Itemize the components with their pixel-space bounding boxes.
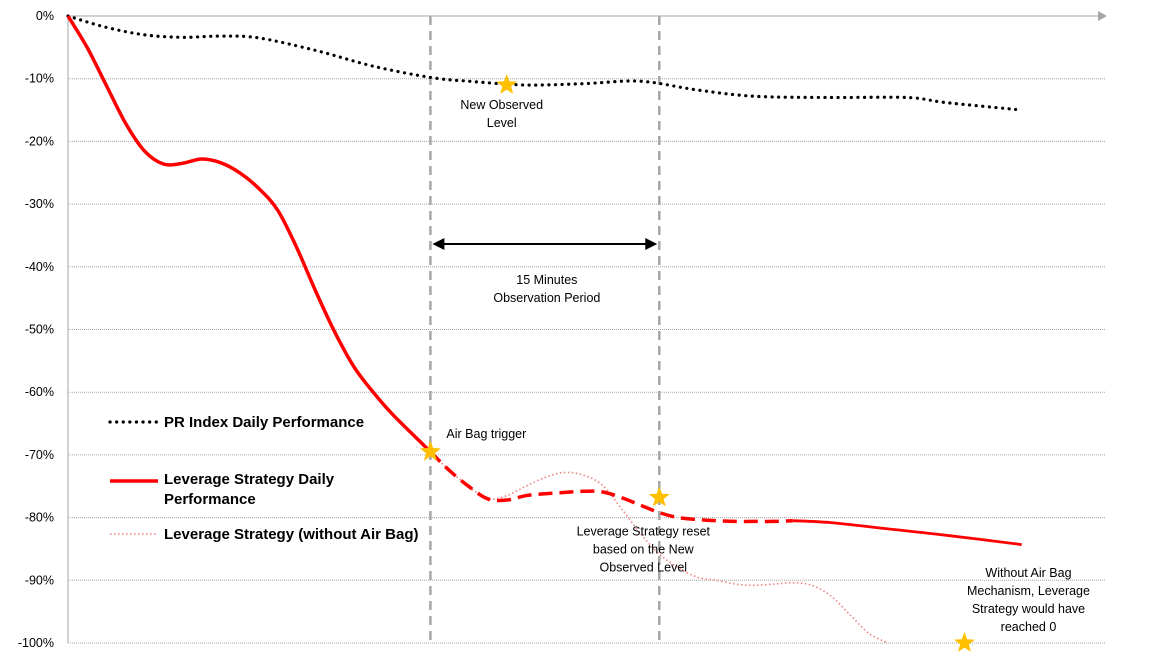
y-tick-label: -30% xyxy=(25,197,54,211)
annotations: New Observed Level Air Bag trigger Leverage… xyxy=(446,98,1090,634)
marker-annotation: Observed Level xyxy=(600,561,688,575)
marker-annotation: New Observed xyxy=(460,98,543,112)
legend-label: Performance xyxy=(164,491,256,508)
y-tick-label: -20% xyxy=(25,134,54,148)
axes xyxy=(67,11,1107,643)
gridlines xyxy=(68,78,1106,644)
marker-annotation: reached 0 xyxy=(1001,620,1057,634)
marker-annotation: Strategy would have xyxy=(972,602,1085,616)
y-tick-label: -90% xyxy=(25,573,54,587)
y-tick-label: 0% xyxy=(36,9,54,23)
arrow-right-icon xyxy=(645,238,658,250)
y-axis-tick-labels: 0% -10% -20% -30% -40% -50% -60% -70% -80% -90% -1… xyxy=(18,9,54,650)
observation-period-label: 15 Minutes xyxy=(516,273,577,287)
star-marker-icon xyxy=(419,440,441,461)
y-tick-label: -10% xyxy=(25,72,54,86)
series-pr-index-line xyxy=(66,14,1024,112)
series-leverage-line-dashed xyxy=(429,450,793,524)
series-lines xyxy=(66,14,1024,644)
x-axis-arrow-icon xyxy=(1098,11,1107,21)
series-leverage-line xyxy=(66,15,432,454)
marker-annotation: Mechanism, Leverage xyxy=(967,584,1090,598)
marker-annotation: Without Air Bag xyxy=(985,566,1071,580)
y-tick-label: -60% xyxy=(25,385,54,399)
legend-label: Leverage Strategy Daily xyxy=(164,471,335,488)
legend-label: Leverage Strategy (without Air Bag) xyxy=(164,526,419,543)
y-tick-label: -80% xyxy=(25,511,54,525)
observation-period-label: Observation Period xyxy=(493,291,600,305)
y-tick-label: -50% xyxy=(25,323,54,337)
star-marker-icon xyxy=(954,632,975,652)
marker-annotation: Air Bag trigger xyxy=(446,427,526,441)
marker-annotation: Leverage Strategy reset xyxy=(577,525,711,539)
observation-period: 15 Minutes Observation Period xyxy=(432,238,658,305)
arrow-left-icon xyxy=(432,238,445,250)
markers xyxy=(419,74,975,652)
legend: PR Index Daily Performance Leverage Strat… xyxy=(108,414,419,543)
star-marker-icon xyxy=(648,486,670,507)
star-marker-icon xyxy=(496,74,518,94)
legend-label: PR Index Daily Performance xyxy=(164,414,364,431)
y-tick-label: -100% xyxy=(18,636,54,650)
marker-annotation: Level xyxy=(487,116,517,130)
y-tick-label: -40% xyxy=(25,260,54,274)
series-leverage-line xyxy=(792,519,1022,546)
marker-annotation: based on the New xyxy=(593,543,695,557)
y-tick-label: -70% xyxy=(25,448,54,462)
